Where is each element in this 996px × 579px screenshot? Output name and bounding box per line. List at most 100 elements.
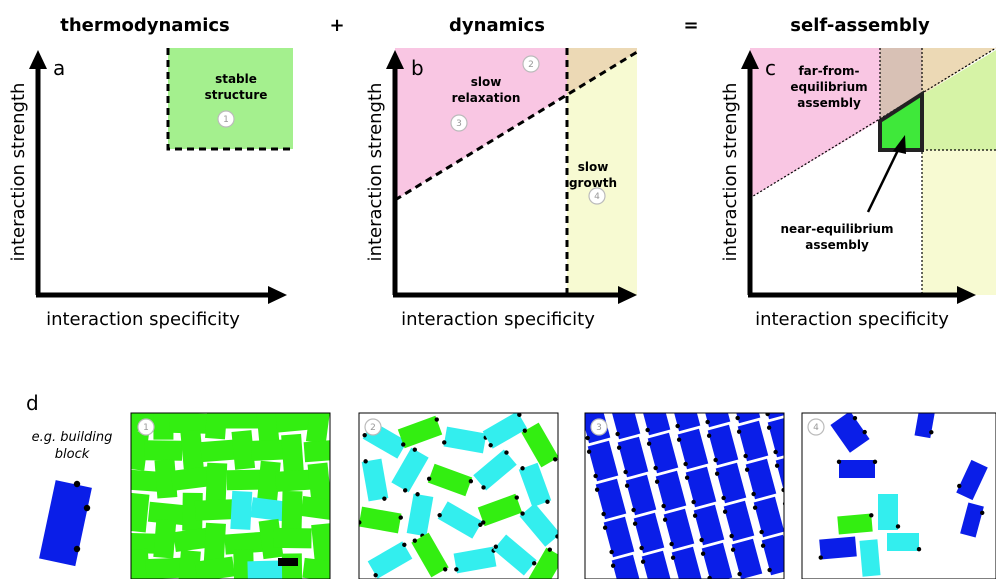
patch-dot	[862, 429, 867, 435]
patch-dot	[662, 517, 668, 522]
patch-dot	[836, 459, 842, 464]
patch-dot	[478, 522, 483, 528]
block-body	[641, 550, 673, 579]
patch-dot	[547, 547, 553, 552]
building-block	[442, 426, 488, 454]
building-block	[231, 430, 256, 470]
block-body	[960, 502, 984, 538]
building-block	[453, 546, 497, 574]
block-body	[723, 500, 755, 542]
patch-dot	[481, 485, 486, 490]
y-axis-arrow-icon	[741, 50, 759, 69]
badge-2	[364, 418, 382, 436]
patch-dot	[594, 487, 600, 492]
building-block	[610, 554, 643, 579]
pointer-arrow-icon	[893, 135, 906, 154]
patch-dot	[759, 529, 764, 535]
block-body	[205, 462, 228, 502]
block-body	[609, 413, 641, 440]
block-body	[406, 493, 434, 537]
building-block	[226, 469, 265, 491]
patch-dot	[751, 491, 756, 497]
patch-dot	[743, 453, 748, 459]
patch-dot	[552, 457, 558, 462]
block-body	[311, 523, 330, 563]
building-block	[143, 440, 183, 461]
patch-dot	[684, 475, 690, 480]
building-block	[790, 531, 823, 572]
brown-region	[880, 48, 922, 121]
building-block	[194, 499, 234, 521]
building-block	[153, 413, 174, 440]
block-body	[737, 420, 769, 462]
patch-dot	[468, 479, 474, 484]
building-block	[646, 432, 679, 474]
patch-dot	[363, 459, 368, 464]
building-block	[251, 439, 291, 461]
block-body	[194, 499, 234, 521]
block-body	[302, 557, 330, 579]
badge-3	[590, 418, 608, 436]
patch-dot	[713, 457, 718, 463]
patch-dot	[699, 537, 704, 543]
panel-label-b: b	[411, 56, 424, 80]
x-axis-arrow-icon	[618, 286, 637, 304]
patch-dot	[722, 509, 728, 514]
block-body	[300, 496, 330, 522]
building-block	[830, 413, 870, 453]
patch-dot	[675, 423, 680, 429]
simulation-square-3: 3	[584, 395, 823, 579]
block-body	[281, 433, 304, 474]
block-body	[617, 436, 649, 478]
patch-dot	[638, 403, 643, 408]
patch-dot	[916, 547, 922, 552]
block-body	[39, 480, 92, 567]
building-block	[224, 531, 264, 555]
building-block	[131, 430, 150, 471]
building-block	[782, 492, 784, 534]
block-body	[251, 439, 291, 461]
building-block	[700, 542, 733, 579]
patch-dot	[698, 395, 703, 400]
patch-dot	[555, 534, 558, 539]
patch-dot	[729, 533, 734, 539]
building-block	[397, 415, 443, 449]
square-frame	[584, 412, 785, 579]
building-block	[177, 550, 201, 579]
patch-dot	[522, 428, 528, 433]
block-body	[153, 518, 177, 559]
building-block	[526, 547, 558, 579]
block-body	[753, 496, 784, 538]
patch-dot	[631, 507, 636, 513]
patch-dot	[481, 520, 486, 525]
block-body	[257, 460, 281, 501]
building-block	[153, 518, 177, 559]
block-body	[493, 534, 537, 576]
block-body	[715, 462, 747, 504]
x-axis-arrow-icon	[957, 286, 976, 304]
block-body	[203, 522, 226, 562]
building-block	[273, 527, 312, 549]
block-body	[177, 550, 201, 579]
building-block	[521, 422, 558, 468]
block-body	[839, 460, 875, 478]
patch-dot	[683, 461, 688, 467]
block-body	[231, 430, 256, 470]
building-block	[205, 462, 228, 502]
building-block	[698, 395, 731, 428]
patch-dot	[401, 442, 406, 447]
building-block	[638, 403, 671, 436]
badge-4-label: 4	[813, 423, 819, 433]
building-block	[303, 439, 330, 463]
patch-dot	[765, 413, 770, 417]
building-block	[250, 497, 291, 522]
building-block	[752, 496, 784, 538]
block-body	[685, 466, 717, 508]
block-body	[731, 538, 763, 579]
building-block	[411, 532, 449, 578]
block-body	[180, 429, 204, 470]
patch-dot	[412, 447, 418, 452]
patch-dot	[640, 559, 646, 564]
patch-dot	[654, 479, 660, 484]
patch-dot	[790, 539, 795, 544]
